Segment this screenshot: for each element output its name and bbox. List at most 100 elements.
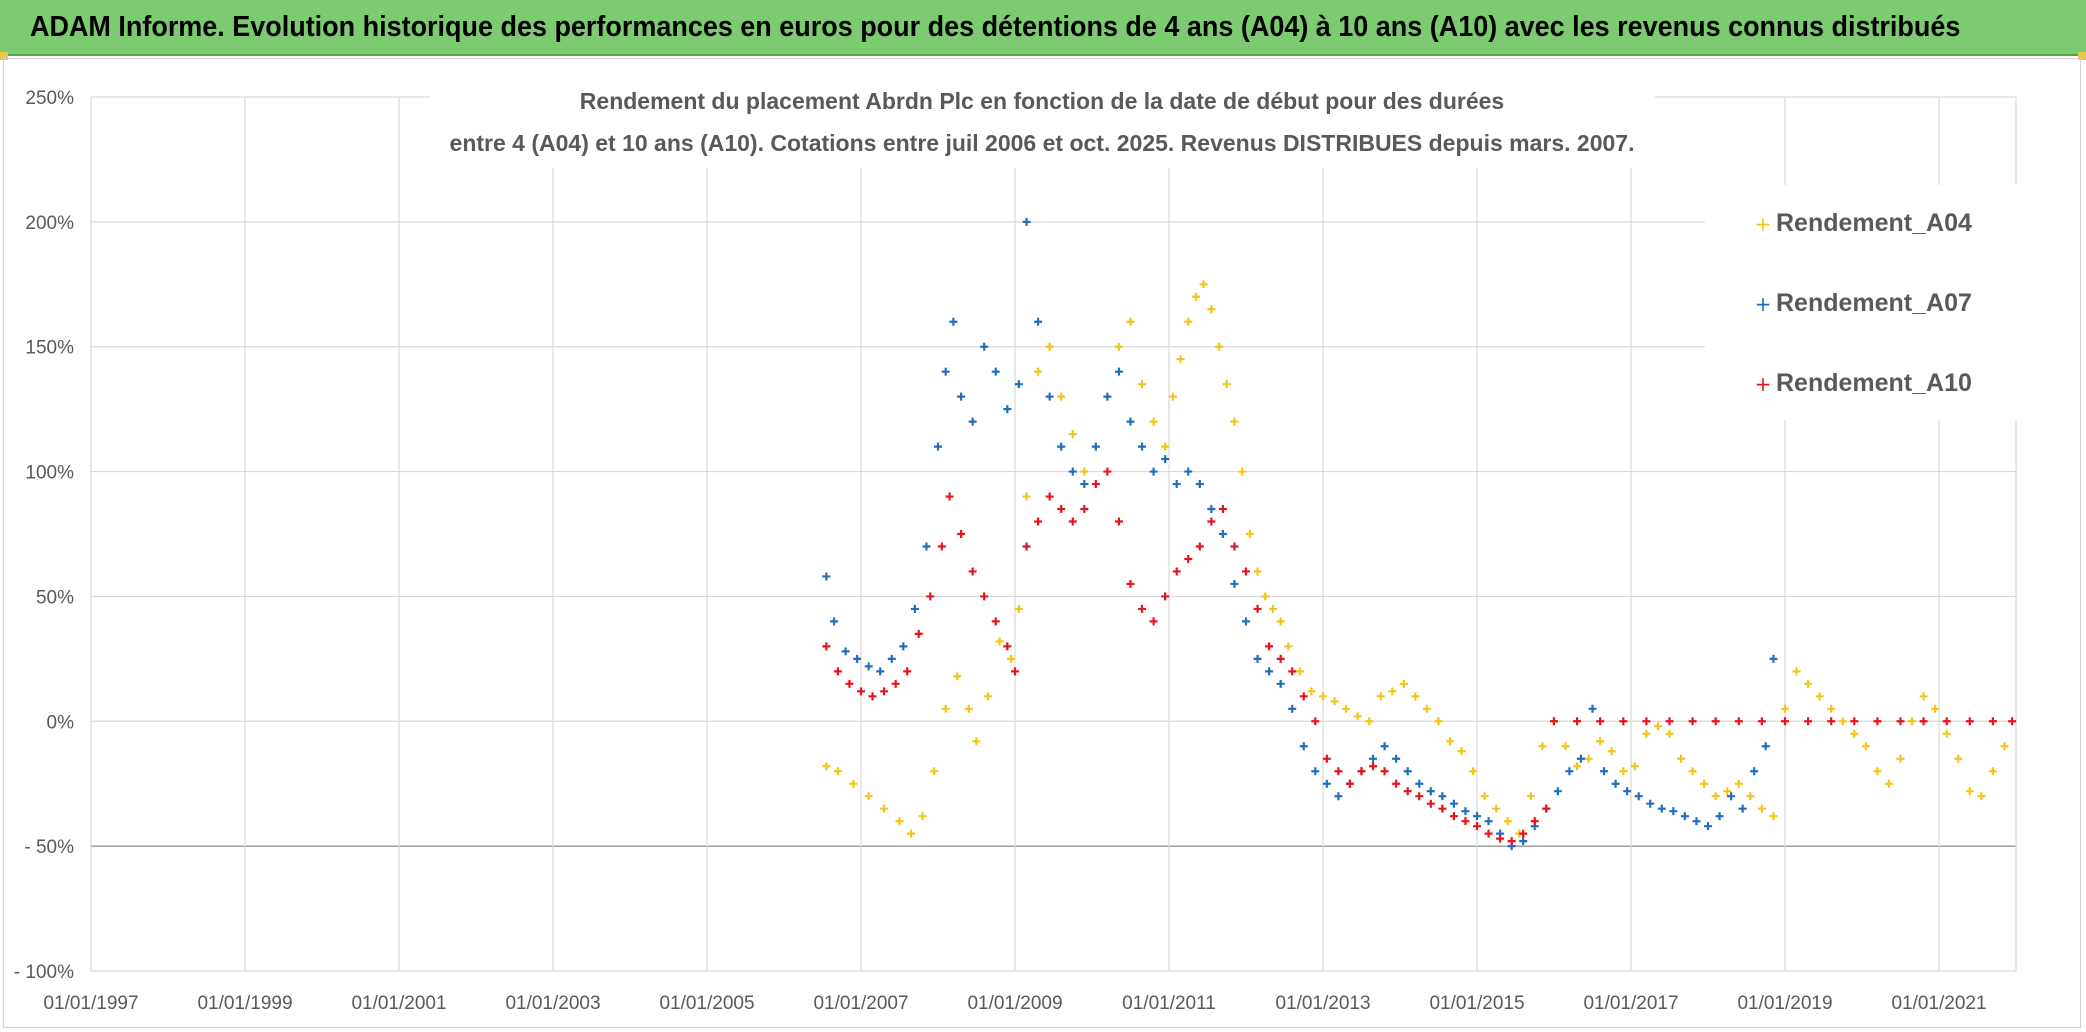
data-point xyxy=(2008,717,2017,726)
data-point xyxy=(1850,717,1859,726)
legend-label-a07: Rendement_A07 xyxy=(1776,289,1972,317)
data-point xyxy=(1600,767,1609,776)
legend-marker-a10: + xyxy=(1755,372,1772,396)
data-point xyxy=(841,647,850,656)
data-point xyxy=(1253,654,1262,663)
data-point xyxy=(1353,712,1362,721)
data-point xyxy=(1138,442,1147,451)
data-point xyxy=(1080,467,1089,476)
data-point xyxy=(1045,492,1054,501)
data-point xyxy=(1769,812,1778,821)
data-point xyxy=(1426,799,1435,808)
data-point xyxy=(1222,380,1231,389)
data-point xyxy=(1861,742,1870,751)
data-point xyxy=(1965,717,1974,726)
data-point xyxy=(1276,679,1285,688)
data-point xyxy=(1646,799,1655,808)
data-point xyxy=(1380,742,1389,751)
data-point xyxy=(1172,567,1181,576)
data-point xyxy=(1276,617,1285,626)
x-tick-label: 01/01/2019 xyxy=(1737,993,1832,1014)
plot-area xyxy=(822,217,2017,851)
data-point xyxy=(1665,729,1674,738)
y-tick-label: 250% xyxy=(25,88,74,109)
legend-label-a10: Rendement_A10 xyxy=(1776,369,1972,397)
data-point xyxy=(953,672,962,681)
chart-title-line2: entre 4 (A04) et 10 ans (A10). Cotations… xyxy=(450,130,1635,156)
corner-mark-right xyxy=(2078,52,2086,60)
data-point xyxy=(991,617,1000,626)
data-point xyxy=(1195,542,1204,551)
data-point xyxy=(1261,592,1270,601)
data-point xyxy=(1114,342,1123,351)
data-point xyxy=(1757,804,1766,813)
data-point xyxy=(1168,392,1177,401)
data-point xyxy=(1596,737,1605,746)
data-point xyxy=(1103,392,1112,401)
data-point xyxy=(1781,717,1789,726)
data-point xyxy=(1634,792,1643,801)
data-point xyxy=(1942,729,1951,738)
data-point xyxy=(1426,787,1435,796)
data-point xyxy=(1711,717,1720,726)
data-point xyxy=(1322,754,1331,763)
data-point xyxy=(1299,742,1308,751)
data-point xyxy=(822,642,831,651)
data-point xyxy=(1942,717,1951,726)
data-point xyxy=(1507,837,1516,846)
data-point xyxy=(1873,767,1882,776)
data-point xyxy=(1230,579,1239,588)
data-point xyxy=(1573,717,1582,726)
data-point xyxy=(1022,217,1031,226)
report-banner: ADAM Informe. Evolution historique des p… xyxy=(0,0,2086,56)
data-point xyxy=(1827,717,1836,726)
data-point xyxy=(1276,654,1285,663)
data-point xyxy=(1218,530,1227,538)
data-point xyxy=(1449,812,1458,821)
data-point xyxy=(1369,762,1378,771)
data-point xyxy=(980,592,989,601)
data-point xyxy=(1080,480,1089,489)
data-point xyxy=(922,542,931,551)
data-point xyxy=(1669,807,1678,816)
data-point xyxy=(1538,742,1547,751)
data-point xyxy=(880,687,889,696)
data-point xyxy=(1792,667,1801,676)
y-tick-label: - 100% xyxy=(14,962,74,983)
data-point xyxy=(1399,679,1408,688)
data-point xyxy=(1299,692,1308,701)
data-point xyxy=(833,767,842,776)
axes: - 100% - 50% 0% 50% 100% 150% 200% 250% 01/01/19… xyxy=(14,88,1987,1014)
data-point xyxy=(1014,380,1023,389)
data-point xyxy=(903,667,912,676)
data-point xyxy=(910,604,919,613)
data-point xyxy=(1542,804,1551,813)
data-point xyxy=(945,492,954,501)
x-tick-label: 01/01/2009 xyxy=(967,993,1062,1014)
data-point xyxy=(1068,430,1077,439)
data-point xyxy=(968,417,977,426)
data-point xyxy=(1677,754,1686,763)
data-point xyxy=(1114,367,1123,376)
data-point xyxy=(1611,779,1620,788)
data-point xyxy=(1588,704,1597,713)
data-point xyxy=(1392,754,1401,763)
data-point xyxy=(914,629,923,638)
data-point xyxy=(934,442,942,451)
data-point xyxy=(1149,467,1158,476)
data-point xyxy=(1091,480,1100,489)
data-point xyxy=(1519,829,1528,838)
data-point xyxy=(1607,747,1616,756)
data-point xyxy=(1908,717,1917,726)
data-point xyxy=(1245,530,1254,538)
data-point xyxy=(864,792,873,801)
data-point xyxy=(876,667,885,676)
x-tick-label: 01/01/2013 xyxy=(1275,993,1370,1014)
data-point xyxy=(895,817,904,826)
x-tick-label: 01/01/2021 xyxy=(1891,993,1986,1014)
data-point xyxy=(957,530,966,538)
data-point xyxy=(1692,817,1701,826)
data-point xyxy=(1988,767,1997,776)
data-point xyxy=(1761,742,1770,751)
data-point xyxy=(1630,762,1639,771)
